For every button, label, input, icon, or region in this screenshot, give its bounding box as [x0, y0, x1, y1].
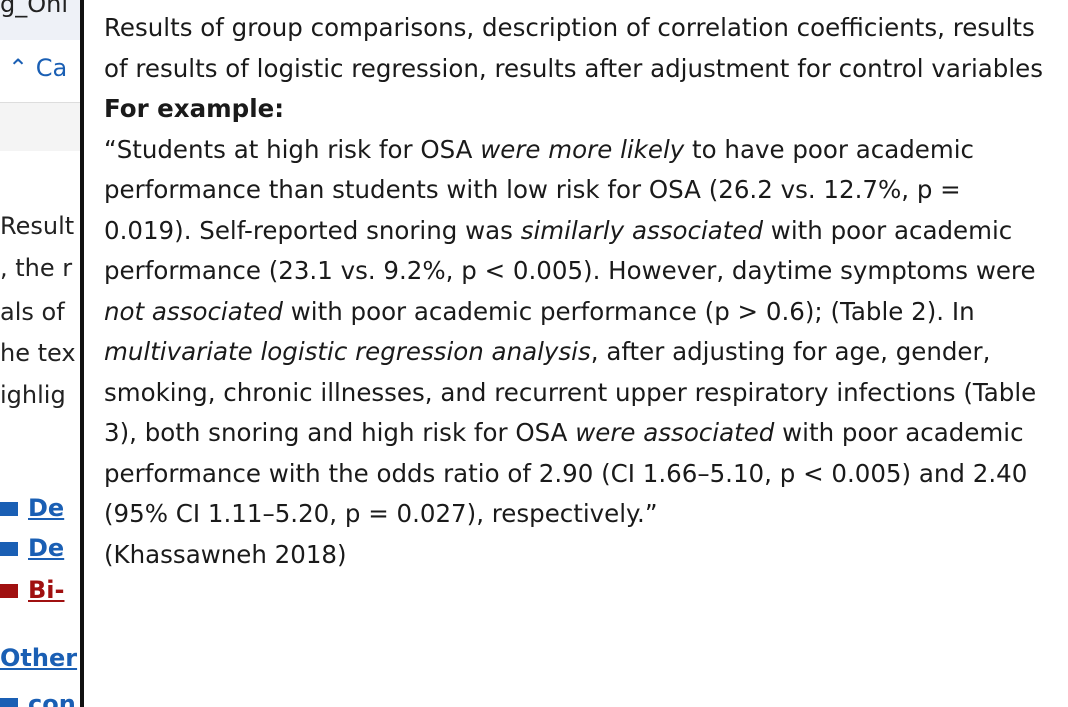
- citation: (Khassawneh 2018): [104, 539, 347, 569]
- intro: Results of group comparisons, descriptio…: [104, 13, 1043, 83]
- background-text: als of: [0, 298, 65, 326]
- nav-toggle[interactable]: ⌃ Ca: [8, 54, 68, 82]
- quote-emphasis: multivariate logistic regression analysi…: [104, 337, 591, 366]
- background-link[interactable]: Bi-: [0, 576, 64, 604]
- link-text[interactable]: De: [28, 494, 65, 522]
- quote-text: with poor academic performance (23.1 vs.…: [104, 215, 1036, 286]
- quote-emphasis: were more likely: [480, 134, 685, 164]
- link-text[interactable]: De: [28, 534, 65, 562]
- quote: “Students at high risk for OSA were more…: [104, 130, 1049, 535]
- link-icon: [0, 502, 18, 516]
- link-text[interactable]: Bi-: [28, 576, 65, 604]
- background-link[interactable]: De: [0, 494, 64, 522]
- quote-text: with poor academic performance (p > 0.6)…: [282, 296, 975, 326]
- link-text[interactable]: con: [28, 690, 76, 707]
- tooltip-content: Results of group comparisons, descriptio…: [104, 8, 1049, 575]
- quote-text: with poor academic performance with the …: [104, 418, 1028, 528]
- quote-emphasis: were associated: [575, 418, 775, 447]
- quote-text: to have poor academic performance than s…: [104, 134, 974, 245]
- background-text: , the r: [0, 254, 73, 282]
- tab-title[interactable]: g_Onl: [0, 0, 69, 18]
- background-link[interactable]: De: [0, 534, 64, 562]
- link-icon: [0, 542, 18, 556]
- background-text: Result: [0, 212, 75, 240]
- background-link[interactable]: con: [0, 690, 76, 707]
- quote-text: “Students at high risk for OSA: [104, 134, 481, 164]
- nav-label[interactable]: Ca: [35, 54, 68, 82]
- background-text: he tex: [0, 339, 76, 367]
- quote-emphasis: not associated: [104, 296, 283, 326]
- quote-text: , after adjusting for age, gender, smoki…: [104, 337, 1037, 447]
- tooltip: Results of group comparisons, descriptio…: [80, 0, 1068, 707]
- link-icon: [0, 698, 18, 707]
- quote-emphasis: similarly associated: [520, 215, 764, 245]
- heading: For example:: [104, 94, 285, 123]
- section-link[interactable]: Other: [0, 644, 78, 672]
- background-text: ighlig: [0, 381, 66, 409]
- link-icon: [0, 584, 18, 598]
